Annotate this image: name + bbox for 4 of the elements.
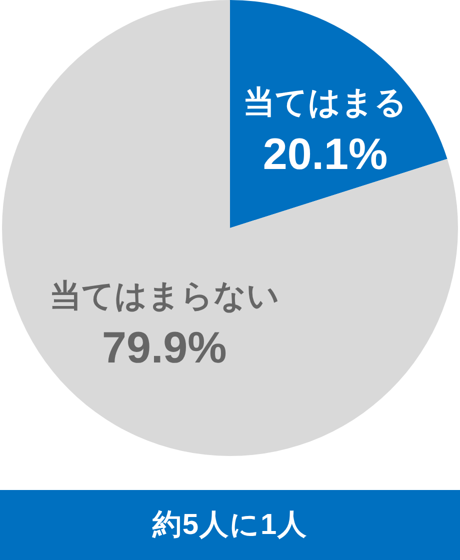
slice-label: 当てはまる — [243, 84, 408, 120]
slice-label: 当てはまらない — [49, 278, 280, 314]
data-label: 79.9% — [102, 324, 227, 373]
data-label: 20.1% — [262, 130, 388, 179]
